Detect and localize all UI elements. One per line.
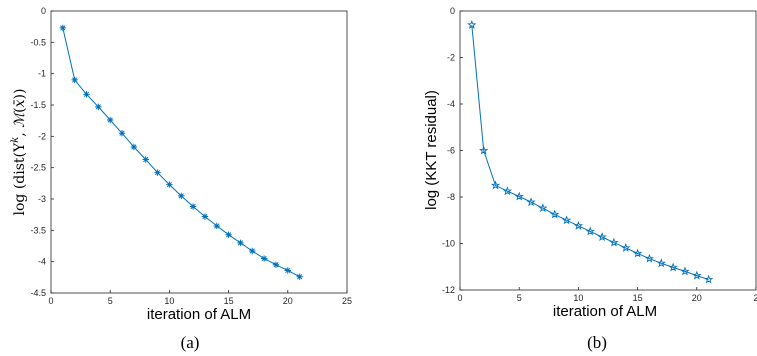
- chart-b-data-point: [609, 237, 619, 247]
- chart-a-data-point: [95, 103, 102, 111]
- chart-a-data-point: [249, 247, 256, 255]
- chart-b-data-point: [692, 270, 702, 280]
- chart-a-y-axis-label: log (dist(Yk, ℳ(x̄)): [10, 89, 28, 216]
- chart-b-y-tick-label: -12: [442, 285, 455, 295]
- chart-a-x-tick-label: 25: [342, 296, 352, 306]
- chart-a-data-point: [225, 231, 232, 238]
- chart-b-data-point: [573, 220, 584, 230]
- chart-a-x-tick-label: 5: [108, 296, 113, 306]
- chart-b-x-axis-label: iteration of ALM: [553, 303, 657, 320]
- chart-a-x-tick-label: 20: [283, 296, 293, 306]
- chart-b-y-tick-label: -2: [447, 53, 455, 63]
- chart-b-data-point: [597, 232, 607, 241]
- chart-b-y-tick-label: -6: [447, 146, 455, 156]
- chart-a-y-tick-label: -2: [38, 131, 46, 141]
- chart-b-x-tick-label: 15: [633, 293, 643, 303]
- chart-a-data-point: [201, 213, 209, 220]
- chart-a-y-tick-label: -1.5: [30, 100, 46, 110]
- chart-a-y-tick-label: -1: [38, 69, 46, 79]
- chart-a-y-tick-label: -4.5: [30, 288, 46, 298]
- chart-a-data-point: [166, 181, 173, 188]
- chart-b-data-point: [644, 253, 655, 263]
- chart-b-data-point: [538, 203, 548, 213]
- chart-a-data-point: [142, 156, 149, 163]
- chart-a-data-point: [284, 267, 291, 274]
- chart-b-data-point: [668, 262, 678, 272]
- chart-a-data-point: [130, 143, 138, 151]
- chart-a-data-point: [237, 239, 244, 247]
- chart-a-data-point: [272, 261, 280, 268]
- chart-b-data-point: [703, 274, 714, 284]
- chart-a-data-point: [213, 222, 220, 230]
- chart-a-data-point: [71, 76, 78, 84]
- chart-a-y-tick-label: -3.5: [30, 225, 46, 235]
- chart-b-data-point: [680, 266, 690, 276]
- chart-b-x-tick-label: 20: [692, 293, 702, 303]
- chart-b-data-point: [632, 248, 643, 258]
- chart-a-data-point: [189, 203, 197, 210]
- chart-a-x-tick-label: 0: [48, 296, 53, 306]
- chart-b-data-point: [585, 226, 595, 236]
- chart-b-data-point: [621, 243, 631, 252]
- chart-a-y-tick-label: -2.5: [30, 163, 46, 173]
- chart-a-x-tick-label: 10: [164, 296, 174, 306]
- chart-b-data-point: [526, 197, 536, 207]
- chart-b-data-point: [479, 145, 489, 155]
- chart-b-data-point: [514, 191, 524, 201]
- chart-b-x-tick-label: 0: [457, 293, 462, 303]
- chart-b-caption: (b): [587, 333, 607, 352]
- chart-b-y-tick-label: -8: [447, 192, 455, 202]
- chart-b-data-point: [656, 258, 666, 268]
- chart-b-y-axis-label: log (KKT residual): [423, 90, 440, 210]
- chart-a-y-tick-label: 0: [41, 6, 46, 16]
- chart-b-x-tick-label: 5: [517, 293, 522, 303]
- chart-b-data-point: [490, 180, 501, 190]
- chart-a-data-point: [118, 130, 126, 137]
- chart-a-x-tick-label: 15: [224, 296, 234, 306]
- chart-a-y-tick-label: -3: [38, 194, 46, 204]
- chart-b-y-tick-label: -10: [442, 239, 455, 249]
- chart-b-x-tick-label: 2: [753, 293, 757, 303]
- chart-a-x-axis-label: iteration of ALM: [147, 306, 251, 323]
- chart-a-data-point: [178, 192, 185, 200]
- chart-a-data-point: [260, 255, 268, 262]
- chart-b-plot-area: [459, 10, 757, 291]
- chart-a: 0 5 10 15 20 25 0 -0.5 -1 -1.5 -2 -2.5 -3 -3.5 -4 -4.5…: [10, 6, 352, 352]
- chart-b-data-point: [550, 209, 560, 219]
- chart-a-caption: (a): [181, 333, 200, 352]
- chart-b-data-point: [502, 186, 513, 196]
- chart-a-data-point: [107, 116, 114, 124]
- chart-a-plot-area: [50, 10, 348, 294]
- chart-b-x-tick-label: 10: [573, 293, 583, 303]
- chart-a-data-point: [296, 273, 303, 280]
- chart-b-data-point: [467, 20, 477, 29]
- chart-b-y-tick-label: -4: [447, 99, 455, 109]
- chart-a-data-point: [154, 169, 161, 176]
- chart-b-data-point: [561, 215, 572, 225]
- chart-b: 0 5 10 15 20 2 0 -2 -4 -6 -8 -10 -12 iteration of A…: [423, 6, 757, 352]
- chart-a-data-point: [83, 91, 90, 98]
- chart-a-y-tick-label: -0.5: [30, 37, 46, 47]
- chart-a-data-point: [59, 24, 67, 32]
- chart-a-y-tick-label: -4: [38, 257, 46, 267]
- chart-b-y-tick-label: 0: [450, 6, 455, 16]
